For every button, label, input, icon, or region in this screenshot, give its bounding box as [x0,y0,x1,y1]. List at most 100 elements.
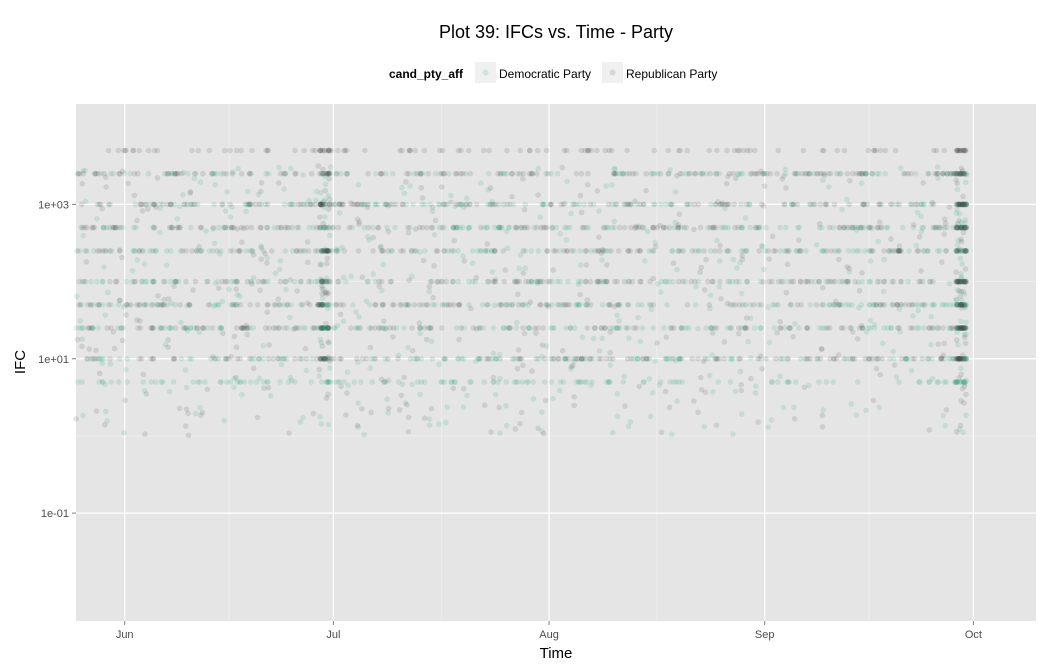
point-democratic [761,170,767,177]
point-democratic [777,224,783,231]
point-democratic [173,278,179,285]
point-democratic [202,379,208,385]
point-republican [876,201,882,208]
point-republican [244,224,250,231]
point-democratic [511,379,518,385]
point-democratic [134,257,140,263]
point-republican [105,147,112,154]
point-democratic [321,325,328,331]
point-republican [637,278,643,285]
point-democratic [577,248,583,254]
point-republican [390,334,396,340]
point-republican [953,269,959,276]
point-democratic [409,273,415,280]
point-democratic [78,302,85,308]
point-democratic [960,201,967,208]
point-democratic [325,356,332,362]
point-democratic [843,356,850,362]
point-democratic [283,356,290,362]
point-democratic [611,218,618,225]
point-republican [783,289,790,296]
point-republican [509,302,516,308]
point-republican [954,325,961,331]
point-republican [955,278,961,285]
point-democratic [960,325,966,331]
point-republican [412,226,419,232]
point-democratic [930,325,936,331]
point-republican [356,219,363,225]
point-democratic [268,393,274,399]
point-democratic [443,302,450,308]
point-republican [815,356,821,362]
point-democratic [649,170,656,177]
point-democratic [312,278,319,285]
point-republican [583,248,590,254]
point-democratic [793,379,799,385]
point-republican [510,356,516,362]
point-democratic [136,302,142,308]
point-democratic [954,248,961,254]
point-republican [199,409,206,416]
point-democratic [337,170,344,177]
point-republican [180,325,187,331]
point-republican [803,170,810,177]
point-republican [324,260,330,267]
point-democratic [384,224,390,231]
point-democratic [706,372,713,379]
point-republican [332,302,339,308]
point-democratic [90,325,97,331]
point-republican [102,422,108,428]
point-republican [287,277,294,283]
point-democratic [953,224,960,231]
point-democratic [699,170,706,177]
point-republican [238,147,244,154]
point-democratic [525,325,532,331]
point-republican [916,234,923,240]
point-republican [954,356,961,362]
point-republican [439,224,446,231]
point-republican [135,170,141,177]
point-republican [234,226,241,232]
point-democratic [616,170,623,177]
point-republican [330,224,336,231]
point-democratic [332,201,339,208]
point-democratic [116,297,123,304]
point-republican [523,278,529,285]
point-republican [145,206,151,212]
point-republican [920,180,926,186]
point-republican [145,147,152,154]
point-democratic [317,224,324,231]
point-republican [169,224,175,231]
point-democratic [782,170,789,177]
point-republican [572,356,579,362]
point-republican [432,217,439,224]
point-democratic [794,248,800,254]
point-republican [179,248,186,254]
point-republican [580,356,587,362]
point-republican [247,302,253,308]
point-democratic [647,413,654,420]
point-democratic [712,356,719,362]
point-republican [498,302,505,308]
point-democratic [793,170,800,177]
point-republican [263,147,269,154]
point-republican [95,248,101,254]
point-republican [506,325,513,331]
point-republican [278,224,284,231]
point-democratic [961,325,968,331]
point-republican [325,248,332,254]
point-democratic [650,201,657,208]
point-democratic [954,278,960,285]
point-republican [955,201,962,208]
point-republican [520,176,526,182]
point-democratic [953,224,959,231]
point-democratic [908,367,915,374]
point-republican [501,201,507,208]
point-democratic [184,302,190,309]
point-republican [173,278,179,285]
point-democratic [599,335,605,342]
point-democratic [830,379,836,385]
point-republican [87,302,94,308]
point-republican [721,339,728,345]
point-republican [731,201,737,208]
